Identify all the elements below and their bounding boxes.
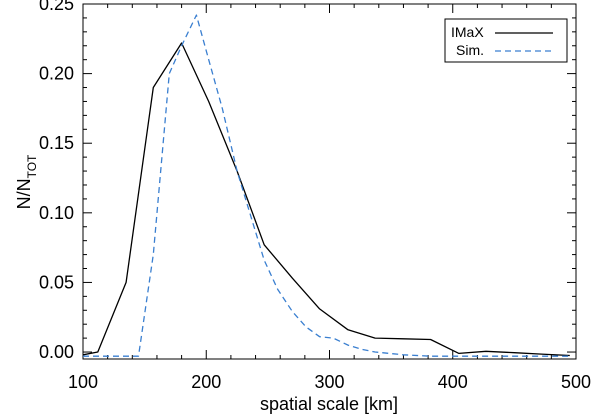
- y-axis-label: N/NTOT: [14, 154, 39, 209]
- x-tick-label: 200: [191, 372, 221, 392]
- y-axis-label-sub: TOT: [25, 154, 39, 178]
- legend-label-imax: IMaX: [451, 24, 484, 40]
- y-tick-label: 0.05: [39, 272, 74, 292]
- y-tick-label: 0.10: [39, 203, 74, 223]
- x-tick-label: 400: [438, 372, 468, 392]
- y-axis-label-main: N/N: [14, 178, 34, 209]
- x-tick-label: 500: [561, 372, 591, 392]
- x-tick-label: 300: [314, 372, 344, 392]
- axis-ticks: [82, 3, 577, 359]
- y-tick-labels: 0.00 0.05 0.10 0.15 0.20 0.25: [39, 0, 74, 362]
- y-tick-label: 0.25: [39, 0, 74, 14]
- x-tick-label: 100: [68, 372, 98, 392]
- y-tick-label: 0.00: [39, 342, 74, 362]
- legend: IMaX Sim.: [444, 18, 568, 63]
- x-axis-label: spatial scale [km]: [260, 394, 398, 414]
- y-tick-label: 0.20: [39, 64, 74, 84]
- legend-box: [444, 18, 568, 63]
- y-tick-label: 0.15: [39, 133, 74, 153]
- series-layer: [82, 14, 570, 357]
- x-tick-labels: 100 200 300 400 500: [68, 372, 591, 392]
- series-line-sim: [83, 14, 570, 357]
- series-line-imax: [82, 42, 570, 357]
- legend-label-sim: Sim.: [456, 42, 484, 58]
